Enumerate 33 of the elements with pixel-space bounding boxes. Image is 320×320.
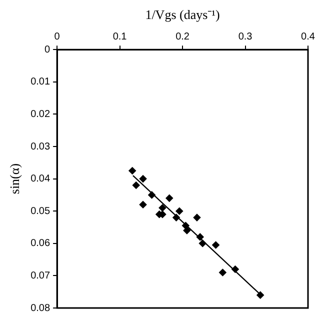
point <box>218 268 226 276</box>
point <box>232 266 239 273</box>
point <box>212 241 220 249</box>
point <box>256 291 264 299</box>
point <box>172 214 180 222</box>
point <box>148 191 156 199</box>
y-tick-label: 0.08 <box>30 302 50 314</box>
y-tick-label: 0 <box>44 44 50 56</box>
x-tick-label: 0 <box>54 31 60 42</box>
y-tick-label: 0.04 <box>30 174 50 185</box>
point <box>176 207 184 215</box>
point <box>193 214 201 222</box>
point <box>128 167 136 174</box>
y-tick-label: 0.05 <box>30 206 50 217</box>
point <box>139 200 147 208</box>
y-tick-label: 0.01 <box>30 76 50 88</box>
point <box>139 175 147 182</box>
x-tick-label: 0.4 <box>301 31 316 42</box>
point <box>198 240 206 248</box>
y-tick-label: 0.02 <box>30 108 50 120</box>
x-tick-label: 0.2 <box>176 31 190 42</box>
y-tick-label: 0.07 <box>30 270 50 282</box>
point <box>132 182 140 189</box>
point <box>158 204 166 212</box>
x-tick-label: 0.1 <box>112 31 128 42</box>
y-tick-label: 0.03 <box>30 141 50 152</box>
x-axis-title: 1/Vgs (days⁻¹) <box>145 7 220 22</box>
point <box>183 226 191 234</box>
x-tick-label: 0.3 <box>238 31 253 42</box>
y-tick-label: 0.06 <box>30 238 50 250</box>
y-axis-title: sin(α) <box>7 163 22 194</box>
point <box>166 194 174 202</box>
point <box>196 233 204 241</box>
